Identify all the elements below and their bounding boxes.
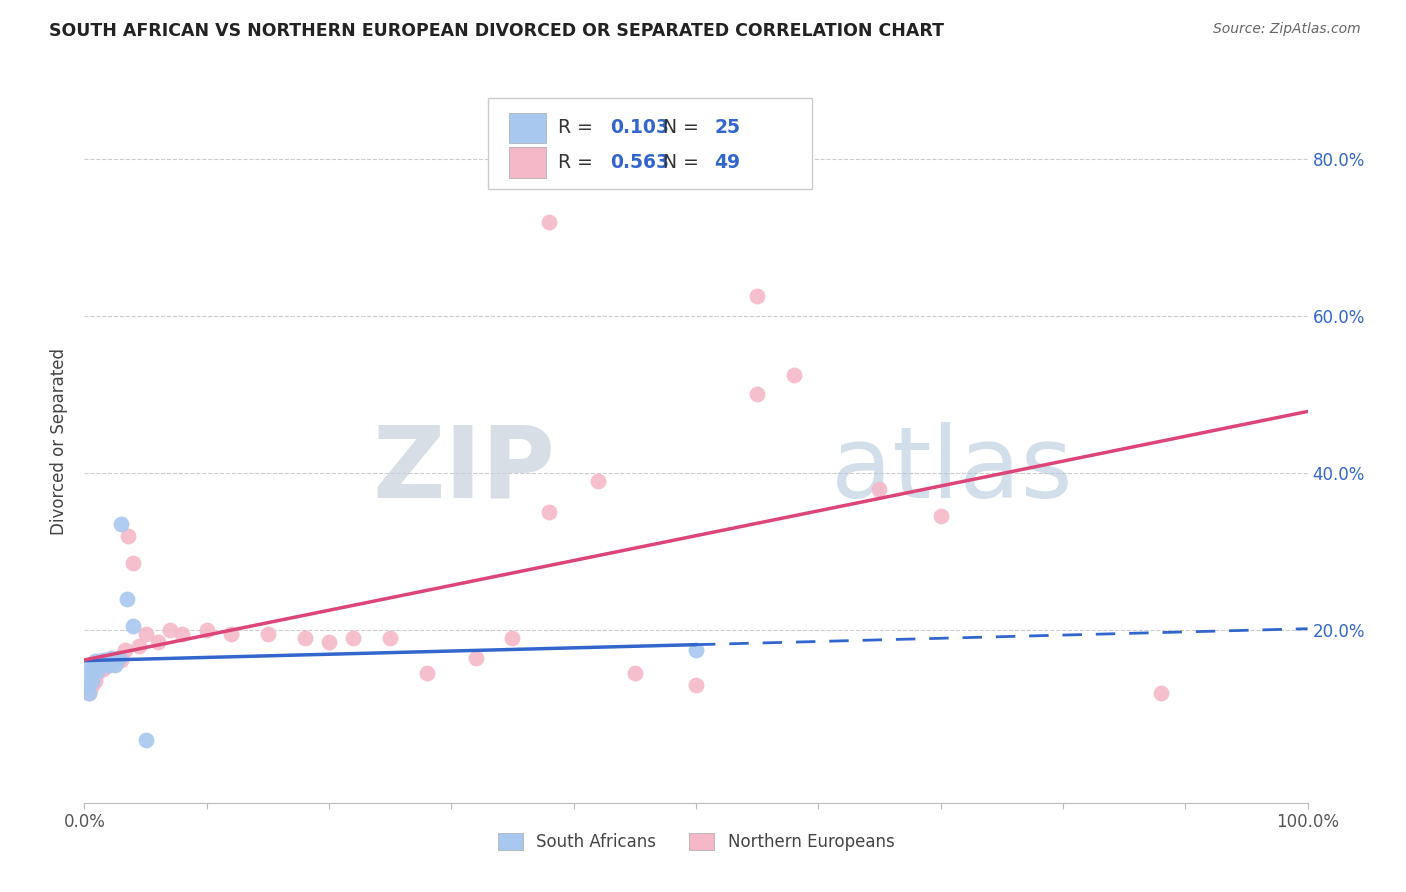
Point (91, 662, 114, 676)
Point (90, 658, 112, 673)
Point (79, 658, 101, 673)
Point (624, 666, 647, 681)
Point (84, 655, 107, 669)
Point (146, 635, 169, 649)
Point (538, 214, 561, 228)
Text: 0.563: 0.563 (610, 153, 669, 172)
Point (79, 666, 101, 681)
Point (86, 666, 108, 681)
Text: N =: N = (664, 119, 699, 137)
Point (159, 623, 181, 637)
Text: atlas: atlas (831, 422, 1073, 519)
Point (77, 678, 100, 692)
Point (80, 674, 103, 689)
Point (869, 482, 891, 496)
Point (79, 681, 101, 696)
Point (93, 656, 115, 670)
Point (87, 664, 110, 678)
Text: ZIP: ZIP (373, 422, 555, 519)
Text: N =: N = (664, 153, 699, 172)
Text: 49: 49 (714, 153, 741, 172)
Point (93, 658, 115, 673)
Point (122, 619, 145, 633)
Point (128, 639, 150, 653)
Y-axis label: Divorced or Separated: Divorced or Separated (51, 348, 69, 535)
FancyBboxPatch shape (488, 98, 813, 189)
Point (294, 631, 316, 645)
Point (117, 529, 139, 543)
Point (685, 678, 707, 692)
Point (318, 635, 340, 649)
Point (100, 655, 122, 669)
Point (464, 650, 486, 665)
Point (90, 658, 112, 673)
Point (747, 387, 769, 401)
Point (257, 627, 280, 641)
Point (77, 686, 100, 700)
Point (100, 650, 122, 665)
Point (747, 289, 769, 303)
Point (929, 509, 952, 524)
Point (135, 627, 157, 641)
Point (380, 631, 402, 645)
Point (82, 670, 104, 684)
Point (342, 631, 364, 645)
Point (82, 662, 104, 676)
Point (107, 650, 129, 665)
Text: 0.103: 0.103 (610, 119, 669, 137)
Text: 25: 25 (714, 119, 741, 137)
Point (89, 661, 111, 675)
Point (87, 662, 110, 676)
FancyBboxPatch shape (509, 112, 546, 143)
Point (195, 623, 218, 637)
Text: R =: R = (558, 153, 592, 172)
Point (97, 658, 120, 673)
Text: Source: ZipAtlas.com: Source: ZipAtlas.com (1213, 22, 1361, 37)
Legend: South Africans, Northern Europeans: South Africans, Northern Europeans (489, 825, 903, 860)
FancyBboxPatch shape (509, 147, 546, 178)
Point (89, 656, 111, 670)
Point (80, 678, 103, 692)
Point (502, 631, 524, 645)
Point (87, 658, 110, 673)
Point (97, 658, 120, 673)
Point (172, 627, 194, 641)
Point (96, 653, 118, 667)
Point (586, 474, 609, 488)
Point (84, 674, 107, 689)
Text: R =: R = (558, 119, 592, 137)
Point (83, 658, 105, 673)
Point (104, 656, 127, 670)
Point (783, 368, 806, 382)
Point (96, 656, 118, 670)
Point (219, 627, 242, 641)
Point (91, 653, 114, 667)
Point (77, 686, 100, 700)
Point (77, 678, 100, 692)
Point (115, 591, 138, 606)
Point (122, 556, 145, 570)
Point (538, 505, 561, 519)
Point (104, 658, 127, 673)
Point (83, 666, 105, 681)
Point (135, 733, 157, 747)
Point (110, 653, 132, 667)
Point (685, 642, 707, 657)
Point (86, 664, 108, 678)
Point (107, 650, 129, 665)
Point (87, 655, 110, 669)
Point (1150, 686, 1173, 700)
Point (416, 666, 439, 681)
Text: SOUTH AFRICAN VS NORTHERN EUROPEAN DIVORCED OR SEPARATED CORRELATION CHART: SOUTH AFRICAN VS NORTHERN EUROPEAN DIVOR… (49, 22, 945, 40)
Point (114, 642, 136, 657)
Point (110, 516, 132, 531)
